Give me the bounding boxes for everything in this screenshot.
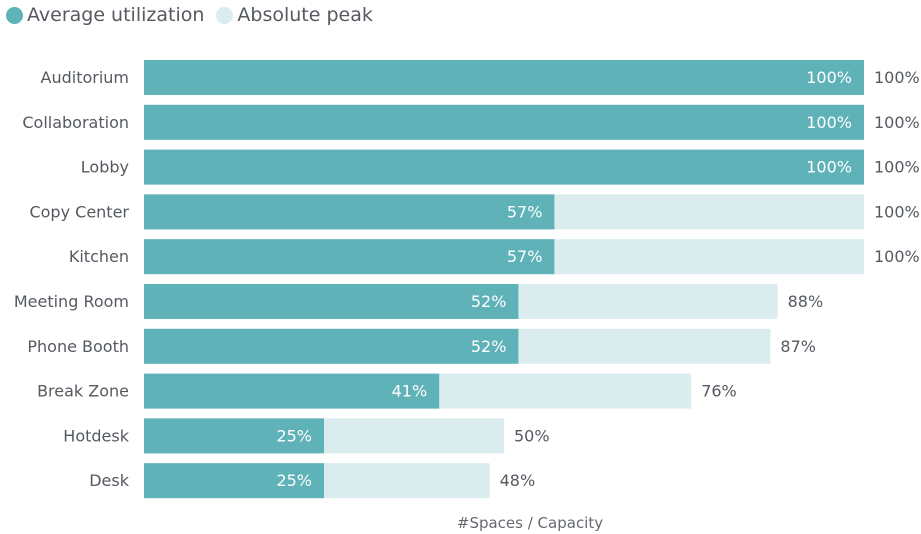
legend-dot-average-utilization-icon (6, 6, 23, 24)
data-label-average-utilization-meeting-room: 52% (471, 292, 507, 311)
bar-average-utilization-meeting-room[interactable] (144, 284, 519, 319)
data-label-absolute-peak-break-zone: 76% (701, 382, 737, 401)
legend-item-absolute-peak[interactable]: Absolute peak (216, 4, 373, 26)
bar-average-utilization-copy-center[interactable] (144, 194, 555, 230)
data-label-absolute-peak-hotdesk: 50% (514, 426, 550, 445)
data-label-absolute-peak-phone-booth: 87% (780, 337, 816, 356)
bar-average-utilization-break-zone[interactable] (144, 373, 440, 409)
data-label-average-utilization-phone-booth: 52% (471, 337, 507, 356)
data-label-absolute-peak-collaboration: 100% (874, 113, 920, 132)
data-label-absolute-peak-kitchen: 100% (874, 247, 920, 266)
data-label-average-utilization-auditorium: 100% (806, 68, 852, 87)
category-label-desk: Desk (89, 471, 130, 490)
legend-label-absolute-peak: Absolute peak (237, 4, 373, 26)
legend-item-average-utilization[interactable]: Average utilization (6, 4, 204, 26)
data-label-absolute-peak-meeting-room: 88% (788, 292, 824, 311)
category-label-meeting-room: Meeting Room (14, 292, 129, 311)
legend-dot-absolute-peak-icon (216, 6, 234, 24)
data-label-average-utilization-break-zone: 41% (392, 382, 428, 401)
data-label-average-utilization-collaboration: 100% (806, 113, 852, 132)
category-label-hotdesk: Hotdesk (63, 426, 129, 445)
x-axis-title: #Spaces / Capacity (457, 514, 603, 532)
bar-average-utilization-collaboration[interactable] (144, 104, 864, 140)
category-label-auditorium: Auditorium (41, 68, 130, 87)
bar-group: Auditorium 100% 100% Collaboration 100% 100% L… (14, 60, 920, 499)
bar-average-utilization-lobby[interactable] (144, 149, 864, 185)
data-label-absolute-peak-auditorium: 100% (874, 68, 920, 87)
data-label-absolute-peak-lobby: 100% (874, 158, 920, 177)
bar-average-utilization-phone-booth[interactable] (144, 328, 519, 364)
category-label-break-zone: Break Zone (37, 382, 129, 401)
category-label-phone-booth: Phone Booth (27, 337, 129, 356)
data-label-average-utilization-lobby: 100% (806, 158, 852, 177)
data-label-absolute-peak-copy-center: 100% (874, 202, 920, 221)
bar-average-utilization-desk[interactable] (144, 463, 324, 499)
chart-legend: Average utilization Absolute peak (6, 2, 385, 28)
data-label-absolute-peak-desk: 48% (500, 471, 536, 490)
data-label-average-utilization-desk: 25% (276, 471, 312, 490)
data-label-average-utilization-kitchen: 57% (507, 247, 543, 266)
category-label-kitchen: Kitchen (69, 247, 129, 266)
category-label-lobby: Lobby (81, 158, 129, 177)
legend-label-average-utilization: Average utilization (27, 4, 205, 26)
data-label-average-utilization-hotdesk: 25% (276, 426, 312, 445)
bar-average-utilization-hotdesk[interactable] (144, 418, 324, 454)
data-label-average-utilization-copy-center: 57% (507, 202, 543, 221)
bar-average-utilization-auditorium[interactable] (144, 60, 864, 95)
category-label-collaboration: Collaboration (22, 113, 129, 132)
bar-average-utilization-kitchen[interactable] (144, 239, 555, 275)
category-label-copy-center: Copy Center (29, 202, 129, 221)
